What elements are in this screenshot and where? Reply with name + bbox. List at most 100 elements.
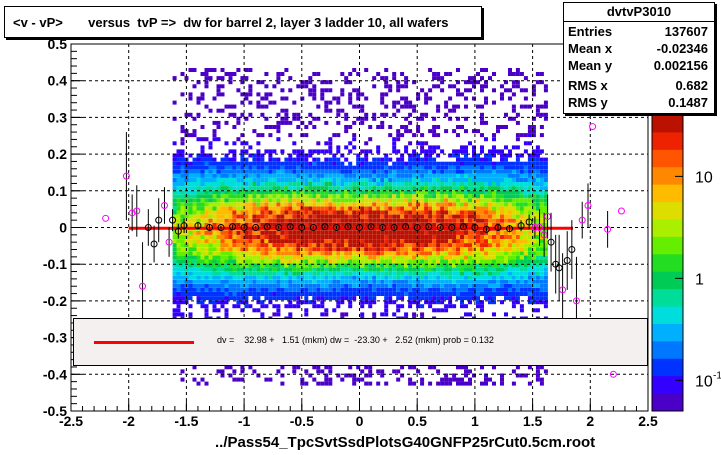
heatmap-cell [248, 186, 253, 191]
stats-value: 0.002156 [653, 58, 708, 73]
heatmap-cell [496, 210, 500, 215]
heatmap-cell [240, 100, 245, 105]
heatmap-cell [380, 287, 385, 292]
heatmap-cell [424, 96, 429, 101]
stats-row-mean-y: Mean y 0.002156 [568, 58, 708, 74]
heatmap-cell [519, 190, 524, 195]
heatmap-cell [240, 169, 245, 174]
heatmap-cell [288, 312, 293, 317]
heatmap-cell [224, 141, 229, 146]
heatmap-cell [412, 312, 417, 317]
heatmap-cell [452, 108, 457, 113]
heatmap-cell [220, 173, 225, 178]
heatmap-cell [212, 279, 217, 284]
heatmap-cell [460, 149, 464, 154]
heatmap-cell [284, 198, 289, 203]
marker [413, 224, 421, 231]
heatmap-cell [360, 300, 365, 305]
heatmap-cell [184, 287, 189, 292]
profile-point [517, 220, 525, 232]
marker [517, 222, 525, 230]
heatmap-cell [284, 218, 289, 223]
heatmap-cell [380, 202, 385, 207]
heatmap-cell [360, 214, 365, 219]
heatmap-cell [344, 251, 349, 256]
heatmap-cell [180, 153, 185, 158]
heatmap-cell [523, 275, 528, 280]
heatmap-cell [344, 267, 349, 272]
heatmap-cell [200, 275, 205, 280]
heatmap-cell [500, 275, 504, 280]
heatmap-cell [212, 271, 217, 276]
heatmap-cell [332, 230, 337, 235]
heatmap-cell [511, 186, 516, 191]
heatmap-cell [256, 243, 261, 248]
heatmap-cell [256, 153, 261, 158]
heatmap-cell [288, 76, 293, 81]
heatmap-cell [511, 381, 516, 386]
heatmap-cell [280, 373, 285, 378]
heatmap-cell [428, 287, 433, 292]
heatmap-cell [292, 173, 297, 178]
heatmap-cell [212, 190, 217, 195]
heatmap-cell [432, 283, 437, 288]
heatmap-cell [172, 116, 177, 121]
heatmap-cell [224, 214, 229, 219]
heatmap-cell [488, 243, 492, 248]
heatmap-cell [320, 283, 325, 288]
heatmap-cell [476, 218, 480, 223]
profile-point [344, 223, 352, 231]
heatmap-cell [388, 243, 393, 248]
heatmap-cell [292, 251, 297, 256]
heatmap-cell [180, 259, 185, 264]
heatmap-cell [424, 230, 429, 235]
heatmap-cell [428, 88, 433, 93]
heatmap-cell [500, 235, 504, 239]
heatmap-cell [244, 214, 249, 219]
heatmap-cell [288, 296, 293, 301]
heatmap-cell [508, 267, 512, 272]
heatmap-cell [280, 108, 285, 113]
heatmap-cell [308, 263, 313, 268]
heatmap-cell [336, 178, 341, 182]
heatmap-cell [224, 202, 229, 207]
heatmap-cell [372, 190, 377, 195]
heatmap-cell [284, 271, 289, 276]
heatmap-cell [348, 365, 353, 370]
marker [155, 216, 163, 224]
heatmap-cell [252, 308, 257, 313]
heatmap-cell [228, 239, 233, 244]
heatmap-cell [480, 283, 484, 288]
heatmap-cell [304, 292, 309, 296]
heatmap-cell [468, 255, 472, 260]
heatmap-cell [208, 292, 213, 296]
heatmap-cell [172, 202, 177, 207]
heatmap-cell [420, 202, 425, 207]
heatmap-cell [264, 279, 269, 284]
heatmap-cell [216, 206, 221, 211]
heatmap-cell [348, 239, 353, 244]
heatmap-cell [188, 173, 193, 178]
heatmap-cell [312, 92, 317, 97]
heatmap-cell [376, 186, 381, 191]
heatmap-cell [452, 255, 457, 260]
heatmap-cell [244, 239, 249, 244]
heatmap-cell [424, 194, 429, 199]
heatmap-cell [396, 173, 401, 178]
heatmap-cell [484, 137, 488, 142]
heatmap-cell [344, 190, 349, 195]
heatmap-cell [412, 296, 417, 301]
heatmap-cell [523, 373, 528, 378]
heatmap-cell [336, 255, 341, 260]
heatmap-cell [539, 247, 544, 252]
heatmap-cell [240, 235, 245, 239]
heatmap-cell [456, 214, 460, 219]
heatmap-cell [424, 279, 429, 284]
heatmap-cell [440, 292, 445, 296]
heatmap-cell [248, 267, 253, 272]
heatmap-cell [456, 80, 460, 85]
heatmap-cell [519, 198, 524, 203]
heatmap-cell [208, 165, 213, 170]
heatmap-cell [264, 169, 269, 174]
heatmap-cell [448, 206, 453, 211]
